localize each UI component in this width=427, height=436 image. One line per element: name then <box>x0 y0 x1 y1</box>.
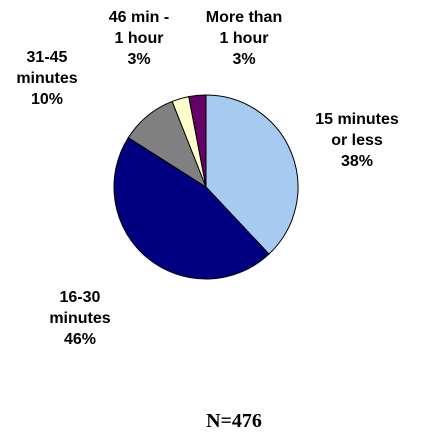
slice-label-line: 15 minutes <box>315 111 399 128</box>
slice-label-5: More than 1 hour 3% <box>206 9 282 68</box>
slice-label-line: 31-45 <box>27 49 68 66</box>
slice-label-line: 38% <box>341 153 373 170</box>
slice-label-line: 1 hour <box>220 30 269 47</box>
pie-slice-1 <box>205 94 299 255</box>
slice-label-line: 3% <box>232 51 255 68</box>
slice-label-line: 10% <box>31 91 63 108</box>
slice-label-1: 15 minutes or less 38% <box>315 111 399 170</box>
pie-slice-2 <box>113 137 270 280</box>
slice-label-line: minutes <box>16 70 77 87</box>
pie-slice-5 <box>188 94 207 188</box>
slice-label-line: 3% <box>127 51 150 68</box>
slice-label-line: 46% <box>64 331 96 348</box>
slice-label-line: 16-30 <box>60 289 101 306</box>
slice-label-line: or less <box>331 132 383 149</box>
slice-label-line: 46 min - <box>109 9 169 26</box>
slice-label-line: More than <box>206 9 282 26</box>
slice-label-line: minutes <box>49 310 110 327</box>
sample-size-note: N=476 <box>206 410 262 432</box>
slice-label-2: 16-30 minutes 46% <box>49 289 110 348</box>
slice-label-line: 1 hour <box>115 30 164 47</box>
pie-slices <box>113 94 299 280</box>
slice-label-3: 31-45 minutes 10% <box>16 49 77 108</box>
slice-labels: 15 minutes or less 38% 16-30 minutes 46% 31-45… <box>16 9 399 348</box>
slice-label-4: 46 min - 1 hour 3% <box>109 9 169 68</box>
